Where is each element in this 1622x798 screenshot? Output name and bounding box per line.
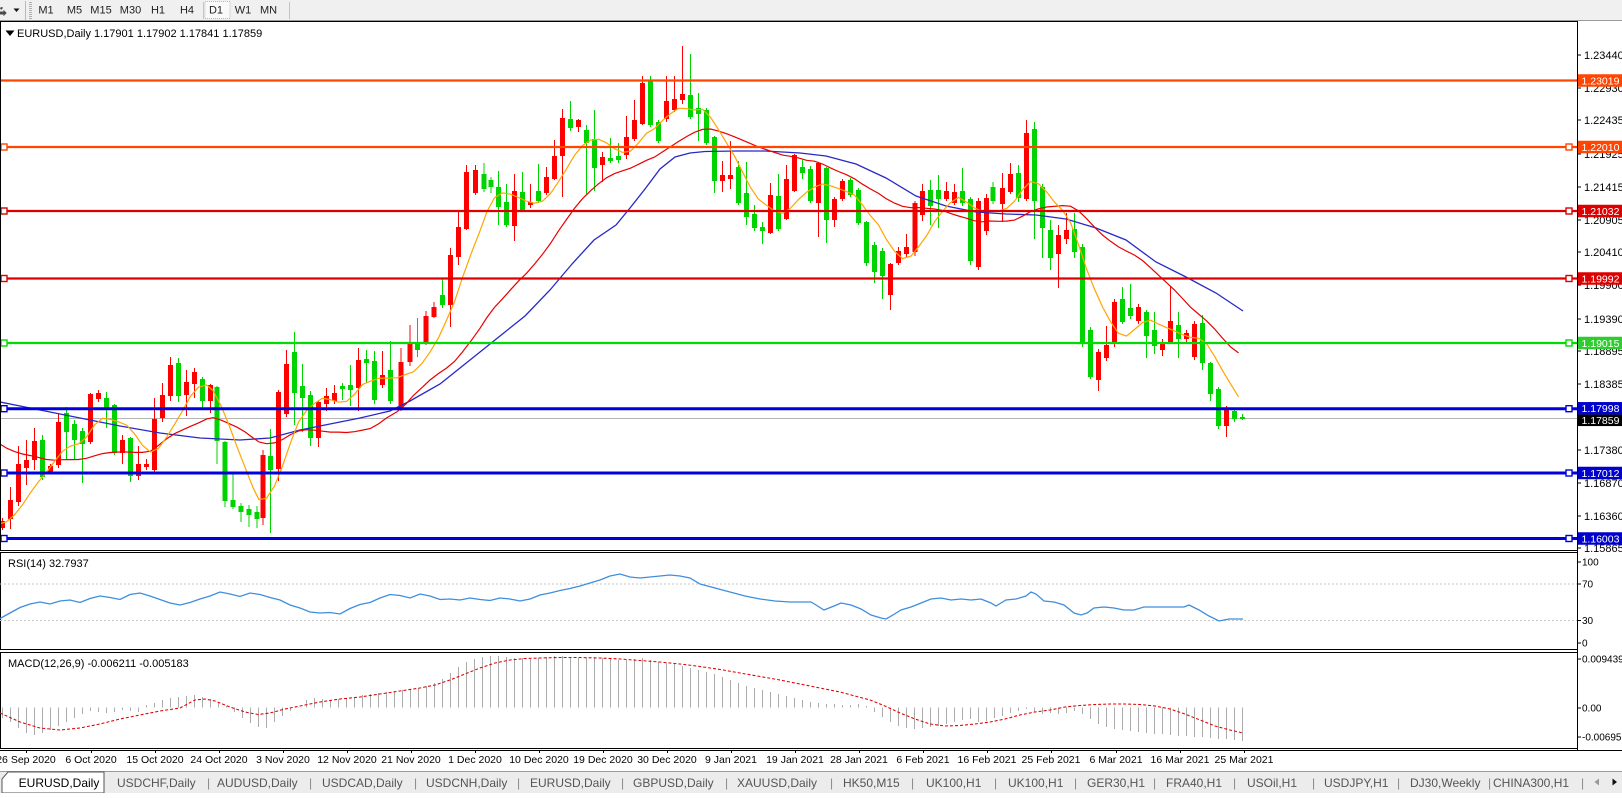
svg-text:FRA40,H1: FRA40,H1 xyxy=(1166,776,1222,790)
svg-text:H4: H4 xyxy=(180,5,194,17)
svg-text:M1: M1 xyxy=(38,5,53,17)
svg-text:|: | xyxy=(1074,776,1077,790)
svg-text:9 Jan 2021: 9 Jan 2021 xyxy=(705,754,757,766)
svg-text:1.20410: 1.20410 xyxy=(1584,247,1622,259)
svg-text:M5: M5 xyxy=(67,5,82,17)
svg-text:W1: W1 xyxy=(235,5,252,17)
svg-text:XAUUSD,Daily: XAUUSD,Daily xyxy=(737,776,817,790)
svg-text:1.19390: 1.19390 xyxy=(1584,314,1622,326)
svg-text:CHINA300,H1: CHINA300,H1 xyxy=(1493,776,1569,790)
svg-text:1.21032: 1.21032 xyxy=(1582,206,1620,218)
svg-text:|: | xyxy=(517,776,520,790)
svg-text:1.18385: 1.18385 xyxy=(1584,379,1622,391)
svg-text:|: | xyxy=(725,776,728,790)
svg-text:AUDUSD,Daily: AUDUSD,Daily xyxy=(217,776,298,790)
svg-text:UK100,H1: UK100,H1 xyxy=(1008,776,1064,790)
svg-text:1.15865: 1.15865 xyxy=(1584,543,1622,555)
svg-text:UK100,H1: UK100,H1 xyxy=(926,776,982,790)
svg-text:19 Dec 2020: 19 Dec 2020 xyxy=(573,754,633,766)
svg-text:DJ30,Weekly: DJ30,Weekly xyxy=(1410,776,1480,790)
svg-text:1.17380: 1.17380 xyxy=(1584,445,1622,457)
svg-text:USDJPY,H1: USDJPY,H1 xyxy=(1324,776,1389,790)
svg-text:M30: M30 xyxy=(120,5,141,17)
svg-text:1.17859: 1.17859 xyxy=(1582,415,1620,427)
svg-text:1.23440: 1.23440 xyxy=(1584,50,1622,62)
svg-text:RSI(14) 32.7937: RSI(14) 32.7937 xyxy=(8,558,89,570)
svg-text:70: 70 xyxy=(1582,580,1594,591)
svg-text:1.16870: 1.16870 xyxy=(1584,478,1622,490)
svg-text:12 Nov 2020: 12 Nov 2020 xyxy=(317,754,377,766)
svg-text:6 Mar 2021: 6 Mar 2021 xyxy=(1089,754,1142,766)
svg-text:|: | xyxy=(414,776,417,790)
svg-text:|: | xyxy=(309,776,312,790)
svg-text:0.00: 0.00 xyxy=(1582,704,1602,715)
svg-text:15 Oct 2020: 15 Oct 2020 xyxy=(126,754,183,766)
svg-text:|: | xyxy=(207,776,210,790)
svg-text:USOil,H1: USOil,H1 xyxy=(1247,776,1297,790)
svg-text:|: | xyxy=(1153,776,1156,790)
svg-text:EURUSD,Daily: EURUSD,Daily xyxy=(19,776,100,790)
svg-text:|: | xyxy=(1233,776,1236,790)
svg-text:MN: MN xyxy=(260,5,277,17)
svg-text:|: | xyxy=(1581,776,1584,790)
svg-text:USDCAD,Daily: USDCAD,Daily xyxy=(322,776,403,790)
svg-text:|: | xyxy=(994,776,997,790)
svg-text:|: | xyxy=(911,776,914,790)
svg-text:24 Oct 2020: 24 Oct 2020 xyxy=(190,754,247,766)
svg-text:25 Feb 2021: 25 Feb 2021 xyxy=(1022,754,1081,766)
svg-text:1.20905: 1.20905 xyxy=(1584,215,1622,227)
svg-text:19 Jan 2021: 19 Jan 2021 xyxy=(766,754,824,766)
svg-text:HK50,M15: HK50,M15 xyxy=(843,776,900,790)
svg-text:1.21415: 1.21415 xyxy=(1584,182,1622,194)
svg-text:1.19992: 1.19992 xyxy=(1582,273,1620,285)
svg-text:GBPUSD,Daily: GBPUSD,Daily xyxy=(633,776,714,790)
svg-text:GER30,H1: GER30,H1 xyxy=(1087,776,1145,790)
svg-text:|: | xyxy=(1397,776,1400,790)
svg-text:3 Nov 2020: 3 Nov 2020 xyxy=(256,754,310,766)
svg-text:MACD(12,26,9) -0.006211 -0.005: MACD(12,26,9) -0.006211 -0.005183 xyxy=(8,658,189,670)
svg-text:16 Mar 2021: 16 Mar 2021 xyxy=(1151,754,1210,766)
svg-text:0.009439: 0.009439 xyxy=(1582,655,1622,666)
svg-text:1.17012: 1.17012 xyxy=(1582,468,1620,480)
svg-text:30: 30 xyxy=(1582,616,1594,627)
svg-text:EURUSD,Daily: EURUSD,Daily xyxy=(530,776,611,790)
svg-text:26 Sep 2020: 26 Sep 2020 xyxy=(0,754,56,766)
svg-text:25 Mar 2021: 25 Mar 2021 xyxy=(1215,754,1274,766)
svg-text:D1: D1 xyxy=(209,5,223,17)
svg-text:EURUSD,Daily 1.17901 1.17902: EURUSD,Daily 1.17901 1.17902 1.17841 1.1… xyxy=(17,28,262,40)
svg-text:100: 100 xyxy=(1582,558,1599,569)
svg-text:1.23019: 1.23019 xyxy=(1582,75,1620,87)
svg-text:USDCNH,Daily: USDCNH,Daily xyxy=(426,776,507,790)
svg-text:1.22435: 1.22435 xyxy=(1584,115,1622,127)
svg-text:|: | xyxy=(621,776,624,790)
svg-text:30 Dec 2020: 30 Dec 2020 xyxy=(637,754,697,766)
svg-text:6 Feb 2021: 6 Feb 2021 xyxy=(896,754,949,766)
svg-text:1.16003: 1.16003 xyxy=(1582,533,1620,545)
svg-text:1.16360: 1.16360 xyxy=(1584,511,1622,523)
svg-text:16 Feb 2021: 16 Feb 2021 xyxy=(958,754,1017,766)
svg-text:28 Jan 2021: 28 Jan 2021 xyxy=(830,754,888,766)
svg-text:21 Nov 2020: 21 Nov 2020 xyxy=(381,754,441,766)
svg-text:-0.006956: -0.006956 xyxy=(1582,733,1622,744)
svg-text:1.22010: 1.22010 xyxy=(1582,142,1620,154)
svg-text:|: | xyxy=(1488,776,1491,790)
svg-text:6 Oct 2020: 6 Oct 2020 xyxy=(65,754,117,766)
svg-text:USDCHF,Daily: USDCHF,Daily xyxy=(117,776,196,790)
svg-text:0: 0 xyxy=(1582,639,1588,650)
svg-text:M15: M15 xyxy=(90,5,111,17)
svg-text:1.17998: 1.17998 xyxy=(1582,403,1620,415)
svg-text:|: | xyxy=(1312,776,1315,790)
svg-text:1 Dec 2020: 1 Dec 2020 xyxy=(448,754,502,766)
svg-text:10 Dec 2020: 10 Dec 2020 xyxy=(509,754,569,766)
svg-text:1.19015: 1.19015 xyxy=(1582,338,1620,350)
svg-text:|: | xyxy=(830,776,833,790)
svg-text:H1: H1 xyxy=(151,5,165,17)
